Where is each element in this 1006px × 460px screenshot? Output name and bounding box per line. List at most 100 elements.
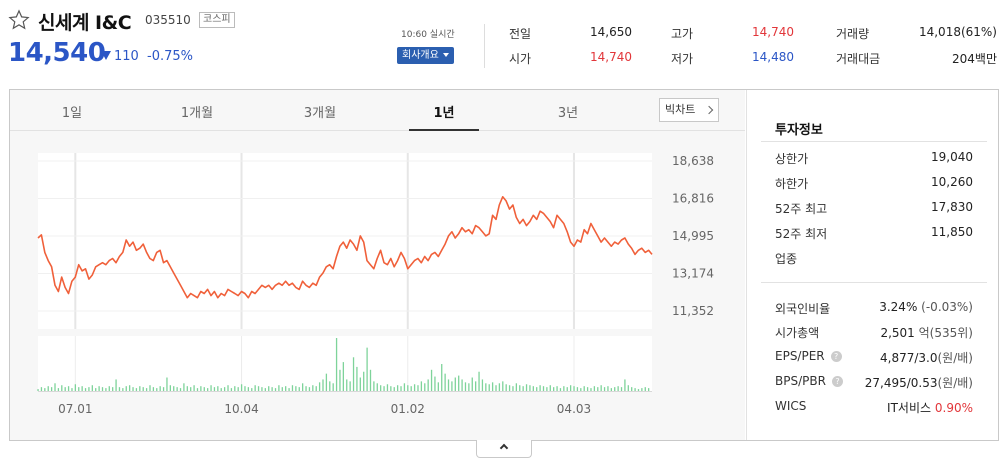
volume-bar <box>376 383 378 391</box>
volume-bar <box>386 384 389 391</box>
chevron-up-icon <box>499 443 509 453</box>
collapse-toggle[interactable] <box>476 440 532 458</box>
volume-bar <box>261 387 263 391</box>
volume-bar <box>342 362 345 391</box>
volume-bar <box>491 382 494 391</box>
volume-bar <box>641 388 643 391</box>
stock-header: 신세계 I&C 035510 코스피 14,540 110 -0.75% 10:… <box>0 0 1006 88</box>
volume-bar <box>240 384 243 391</box>
volume-bar <box>288 388 290 391</box>
volume-bar <box>519 385 521 391</box>
volume-bar <box>346 379 348 391</box>
open-value: 14,740 <box>590 50 632 64</box>
price-chart: 18,638 16,816 14,995 13,174 11,352 07.01 10.04… <box>37 153 714 416</box>
volume-bar <box>105 388 107 391</box>
favorite-star-icon[interactable] <box>8 9 30 31</box>
prev-close-value: 14,650 <box>590 25 632 39</box>
volume-bar <box>190 387 192 391</box>
eps-per-row: EPS/PER? 4,877/3.0(원/배) <box>775 349 973 365</box>
volume-bar <box>393 387 395 391</box>
volume-bar <box>122 388 124 391</box>
tab-1month[interactable]: 1개월 <box>180 106 214 121</box>
tab-1day[interactable]: 1일 <box>61 106 83 121</box>
volume-bar <box>478 371 480 391</box>
volume-bar <box>515 383 518 391</box>
volume-bar <box>566 387 568 391</box>
volume-bar <box>271 387 273 391</box>
chart-area: 1일 1개월 3개월 1년 3년 빅차트 18,638 16,816 14,995 1… <box>10 90 745 440</box>
market-cap-row: 시가총액 2,501 억(535위) <box>775 326 973 340</box>
volume-bar <box>318 382 321 391</box>
volume-bar <box>257 386 260 391</box>
volume-bar <box>396 385 399 391</box>
investment-info: 투자정보 상한가 19,040 하한가 10,260 52주 최고 17,830 52… <box>746 90 998 440</box>
high-value: 14,740 <box>752 25 794 39</box>
volume-bar <box>128 385 131 391</box>
tab-3month[interactable]: 3개월 <box>303 106 337 121</box>
volume-bar <box>427 379 429 391</box>
volume-bar <box>485 383 487 391</box>
divider <box>484 24 485 68</box>
down-arrow-icon <box>101 51 111 60</box>
volume-bar <box>413 384 416 391</box>
volume-bar <box>461 379 463 391</box>
volume-bar <box>135 388 138 391</box>
y-tick-label: 13,174 <box>672 267 714 281</box>
volume-bar <box>369 369 372 391</box>
volume-bar <box>454 377 456 391</box>
volume-bar <box>624 379 626 391</box>
info-divider <box>761 282 987 283</box>
volume-bar <box>200 386 202 391</box>
volume-bar <box>430 369 433 391</box>
volume-bar <box>437 382 439 391</box>
volume-bar <box>54 383 56 391</box>
volume-bar <box>118 387 121 391</box>
tab-3year[interactable]: 3년 <box>557 106 579 121</box>
volume-bar <box>298 387 300 391</box>
volume-bar <box>278 385 280 391</box>
volume-bar <box>47 386 49 391</box>
volume-bar <box>237 387 239 391</box>
volume-bar <box>553 387 555 391</box>
price-change: 110 <box>114 49 139 64</box>
caret-down-icon <box>442 53 449 57</box>
volume-bar <box>37 389 39 391</box>
volume-bar <box>352 357 355 391</box>
help-icon[interactable]: ? <box>831 376 843 387</box>
volume-bar <box>329 381 331 391</box>
volume-bar <box>403 383 406 391</box>
help-icon[interactable]: ? <box>830 351 842 362</box>
realtime-label: 10:60 실시간 <box>401 30 455 40</box>
volume-bar <box>634 388 636 391</box>
open-label: 시가 <box>509 52 532 66</box>
y-tick-label: 11,352 <box>672 304 714 318</box>
high-label: 고가 <box>671 27 694 41</box>
volume-bar <box>264 388 266 391</box>
volume-bar <box>600 385 602 391</box>
volume-bar <box>101 387 104 391</box>
volume-bar <box>505 384 507 391</box>
volume-bar <box>410 386 412 391</box>
trade-value-label: 거래대금 <box>836 52 881 66</box>
volume-bar <box>586 387 589 391</box>
volume-bar <box>451 381 453 391</box>
volume-bar <box>536 387 538 391</box>
volume-bar <box>617 386 619 391</box>
volume-bar <box>556 386 558 391</box>
company-overview-button[interactable]: 회사개요 <box>397 47 454 64</box>
volume-bar <box>312 385 314 391</box>
volume-bar <box>335 338 338 391</box>
volume-bar <box>322 379 324 391</box>
tab-1year[interactable]: 1년 <box>433 106 455 121</box>
volume-bar <box>366 347 368 391</box>
bigchart-button[interactable]: 빅차트 <box>659 98 719 122</box>
volume-bar <box>471 377 473 391</box>
y-tick-label: 18,638 <box>672 154 714 168</box>
volume-bar <box>108 386 110 391</box>
volume-bar <box>424 383 426 391</box>
volume-bar <box>91 385 93 391</box>
volume-bar <box>610 388 612 391</box>
x-tick-label: 07.01 <box>58 402 92 416</box>
volume-bar <box>648 388 650 391</box>
low52-row: 52주 최저 11,850 <box>775 225 973 241</box>
